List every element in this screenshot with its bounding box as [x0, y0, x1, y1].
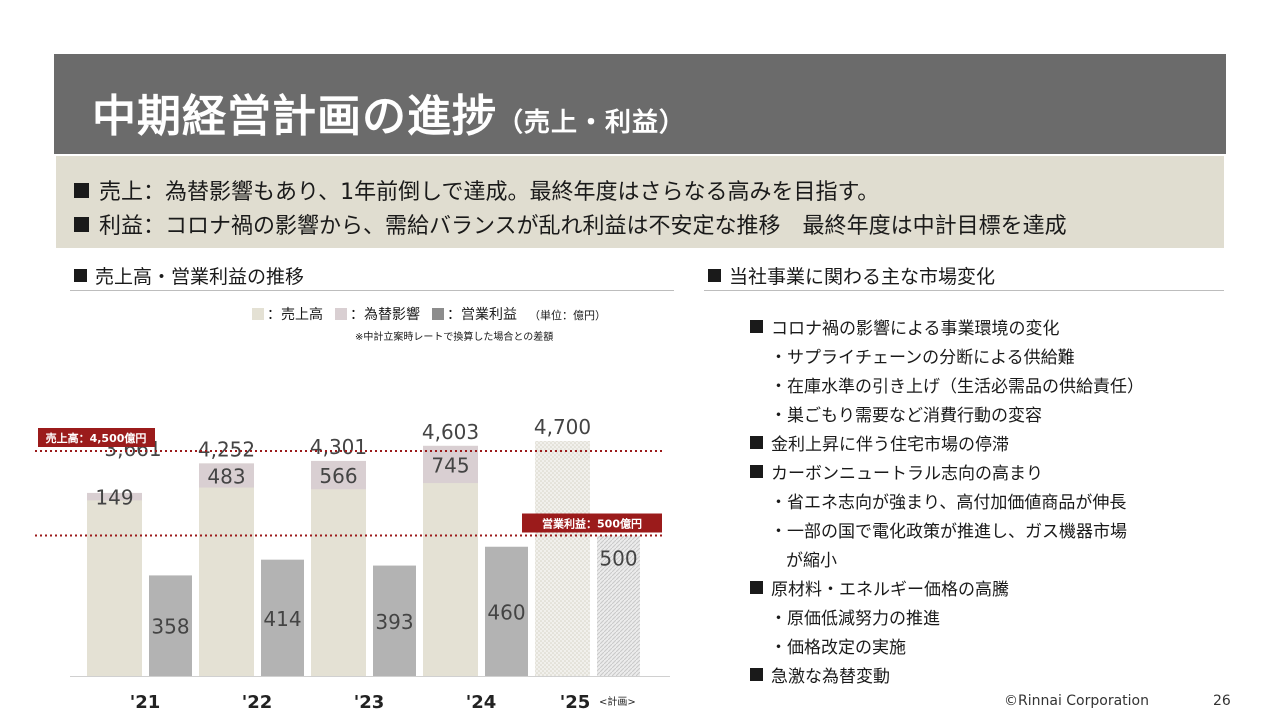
label-fx: 566 — [319, 464, 357, 488]
legend-profit: ：営業利益 — [432, 307, 517, 323]
bar-profit — [149, 575, 192, 676]
label-fx: 745 — [431, 453, 469, 477]
bullet-square-icon — [750, 320, 763, 333]
target-tag-sales — [38, 428, 155, 447]
market-detail: が縮小 — [786, 551, 837, 571]
bar-profit — [261, 559, 304, 676]
bullet-square-icon — [750, 668, 763, 681]
market-topic: 原材料・エネルギー価格の高騰 — [750, 575, 1009, 600]
bar-sales — [199, 463, 254, 676]
x-tick-suffix: <計画> — [599, 695, 636, 708]
label-profit: 500 — [599, 547, 637, 571]
bullet-square-icon — [74, 183, 89, 198]
market-detail: ・原価低減努力の推進 — [770, 609, 940, 629]
market-detail: ・巣ごもり需要など消費行動の変容 — [770, 406, 1042, 426]
x-tick-label: '24 — [466, 692, 497, 713]
label-profit: 393 — [375, 610, 413, 634]
bar-sales — [87, 492, 142, 676]
bar-profit — [373, 565, 416, 676]
label-sales: 4,700 — [534, 415, 591, 439]
bullet-square-icon — [74, 269, 87, 282]
target-label-sales: 売上高：4,500億円 — [46, 431, 147, 445]
chart-note: ※中計立案時レートで換算した場合との差額 — [355, 332, 554, 343]
label-profit: 358 — [151, 615, 189, 639]
bullet-square-icon — [708, 269, 721, 282]
page-title: 中期経営計画の進捗（売上・利益） — [92, 91, 687, 142]
bullet-square-icon — [750, 465, 763, 478]
label-sales: 4,603 — [422, 420, 479, 444]
section-divider — [70, 290, 674, 291]
bar-fx — [199, 463, 254, 488]
label-fx: 483 — [207, 464, 245, 488]
target-label-profit: 営業利益：500億円 — [542, 517, 642, 531]
label-profit: 414 — [263, 607, 301, 631]
legend-swatch — [252, 308, 264, 320]
market-detail: ・省エネ志向が強まり、高付加価値商品が伸長 — [770, 493, 1127, 513]
market-detail: ・価格改定の実施 — [770, 638, 906, 658]
legend-sales: ：売上高 — [252, 307, 323, 323]
bar-fx — [87, 492, 142, 501]
summary-box: 売上：為替影響もあり、1年前倒しで達成。最終年度はさらなる高みを目指す。 利益：… — [56, 156, 1224, 248]
label-fx: 149 — [95, 486, 133, 510]
legend-swatch — [335, 308, 347, 320]
x-tick-label: '21 — [130, 692, 161, 713]
market-topic: カーボンニュートラル志向の高まり — [750, 459, 1043, 484]
x-tick-label: '23 — [354, 692, 385, 713]
target-tag-profit — [522, 513, 662, 533]
bullet-square-icon — [74, 217, 89, 232]
summary-profit: 利益：コロナ禍の影響から、需給バランスが乱れ利益は不安定な推移 最終年度は中計目… — [74, 208, 1067, 240]
label-sales: 4,252 — [198, 437, 255, 461]
market-detail: ・一部の国で電化政策が推進し、ガス機器市場 — [770, 522, 1127, 542]
market-topic: 急激な為替変動 — [750, 662, 890, 687]
section-divider — [704, 290, 1224, 291]
page-subtitle: （売上・利益） — [497, 108, 687, 138]
footer-copyright: ©Rinnai Corporation — [1004, 693, 1149, 709]
market-section-title: 当社事業に関わる主な市場変化 — [708, 262, 995, 289]
bar-fx — [311, 460, 366, 490]
summary-sales: 売上：為替影響もあり、1年前倒しで達成。最終年度はさらなる高みを目指す。 — [74, 174, 879, 206]
chart-section-title: 売上高・営業利益の推移 — [74, 262, 304, 289]
market-topic: コロナ禍の影響による事業環境の変化 — [750, 314, 1060, 339]
chart-legend: ：売上高 ：為替影響 ：営業利益 （単位：億円） — [252, 304, 606, 324]
legend-unit: （単位：億円） — [529, 309, 606, 322]
x-tick-label: '25 — [560, 692, 591, 713]
label-profit: 460 — [487, 600, 525, 624]
bullet-square-icon — [750, 436, 763, 449]
bar-profit — [597, 535, 640, 676]
page-number: 26 — [1213, 693, 1231, 709]
label-sales: 4,301 — [310, 435, 367, 459]
bar-sales — [423, 445, 478, 676]
bar-profit — [485, 546, 528, 676]
bar-sales — [535, 441, 590, 676]
x-tick-label: '22 — [242, 692, 273, 713]
market-detail: ・在庫水準の引き上げ（生活必需品の供給責任） — [770, 377, 1144, 397]
market-detail: ・サプライチェーンの分断による供給難 — [770, 348, 1075, 368]
title-bar: 中期経営計画の進捗（売上・利益） — [54, 54, 1226, 154]
bar-fx — [423, 445, 478, 484]
legend-fx: ：為替影響 — [335, 307, 420, 323]
bullet-square-icon — [750, 581, 763, 594]
market-topic: 金利上昇に伴う住宅市場の停滞 — [750, 430, 1009, 455]
legend-swatch — [432, 308, 444, 320]
bar-sales — [311, 460, 366, 676]
